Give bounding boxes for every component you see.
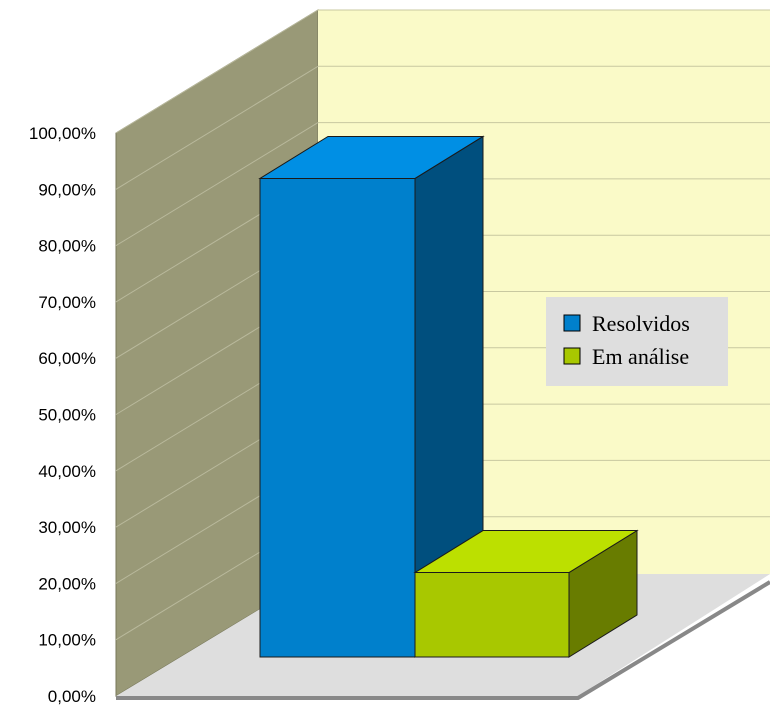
bars: [258, 135, 639, 658]
y-tick-label: 0,00%: [48, 687, 96, 706]
legend-swatch-resolvidos: [563, 314, 581, 332]
y-tick-label: 80,00%: [38, 237, 96, 256]
y-tick-label: 20,00%: [38, 574, 96, 593]
legend-label-resolvidos: Resolvidos: [592, 311, 690, 336]
y-tick-label: 100,00%: [29, 124, 96, 143]
side-gridline: [115, 122, 319, 247]
legend-swatch-em-analise: [563, 347, 581, 365]
bar-front-resolvidos: [259, 177, 416, 658]
y-tick-label: 70,00%: [38, 293, 96, 312]
legend-label-em-analise: Em análise: [592, 344, 689, 369]
y-tick-label: 10,00%: [38, 631, 96, 650]
side-gridline: [115, 65, 319, 190]
side-gridline: [115, 9, 319, 134]
legend: Resolvidos Em análise: [546, 297, 728, 386]
bar-front-em-an-lise: [414, 572, 570, 658]
y-axis-ticks: 0,00% 10,00% 20,00% 30,00% 40,00% 50,00% 60,00…: [29, 124, 96, 706]
floor-edge: [116, 580, 770, 700]
y-tick-label: 90,00%: [38, 180, 96, 199]
y-tick-label: 30,00%: [38, 518, 96, 537]
y-tick-label: 40,00%: [38, 462, 96, 481]
y-tick-label: 60,00%: [38, 349, 96, 368]
legend-box: [546, 297, 728, 386]
y-tick-label: 50,00%: [38, 406, 96, 425]
